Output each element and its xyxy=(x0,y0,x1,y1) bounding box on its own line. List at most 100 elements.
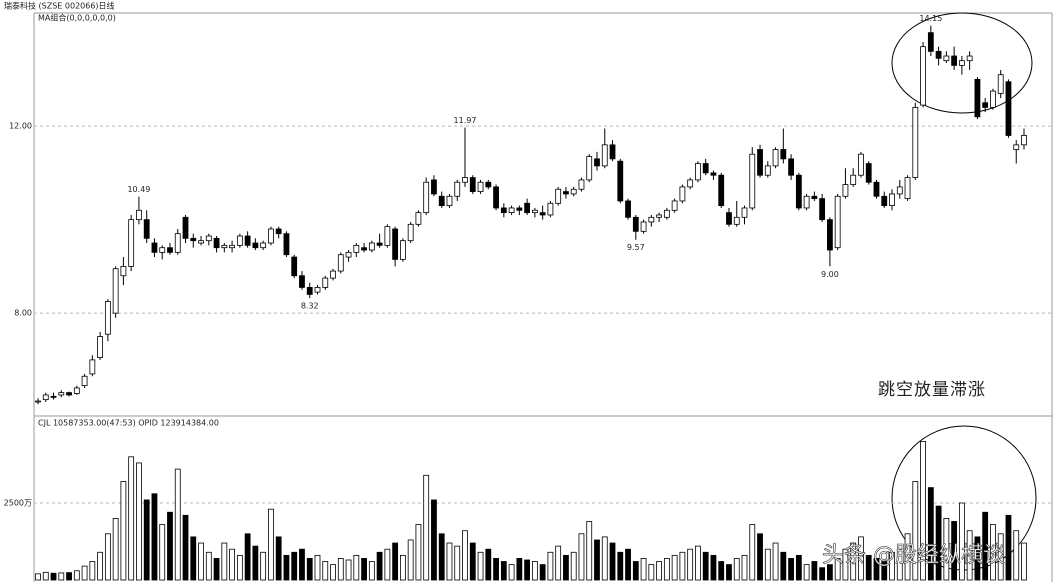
volume-bar xyxy=(73,570,80,581)
volume-bar xyxy=(167,511,173,581)
y-tick-label: 2500万 xyxy=(4,499,32,508)
volume-bar xyxy=(974,536,981,581)
candle-body xyxy=(81,375,88,387)
volume-bar xyxy=(850,542,857,581)
y-tick-label: 8.00 xyxy=(14,309,32,318)
volume-bar xyxy=(780,551,787,581)
candle-body xyxy=(438,195,445,207)
volume-bar xyxy=(617,551,624,581)
volume-bar xyxy=(733,558,740,581)
candle-body xyxy=(1013,144,1020,150)
volume-bar xyxy=(462,530,468,581)
volume-bar xyxy=(229,548,235,581)
candle-body xyxy=(151,242,158,253)
volume-bar xyxy=(648,564,655,581)
candle-body xyxy=(935,50,942,59)
candle-body xyxy=(493,186,499,209)
low-label: 8.32 xyxy=(301,302,319,311)
volume-bar xyxy=(283,554,290,581)
volume-bar xyxy=(935,505,942,581)
candle-body xyxy=(951,55,958,66)
candle-body xyxy=(811,195,818,200)
volume-bar xyxy=(842,548,849,581)
volume-bar xyxy=(493,558,499,581)
volume-bar xyxy=(943,518,950,581)
volume-bar xyxy=(361,558,367,581)
candle-body xyxy=(198,240,204,244)
volume-info: CJL 10587353.00(47:53) OPID 123914384.00 xyxy=(38,419,219,428)
candle-body xyxy=(966,55,973,62)
candle-body xyxy=(392,228,399,260)
volume-bar xyxy=(718,561,725,581)
candle-body xyxy=(912,107,919,178)
candle-body xyxy=(469,177,476,192)
volume-bar xyxy=(423,474,430,581)
volume-bar xyxy=(376,551,383,581)
candle-body xyxy=(547,202,554,216)
candle-body xyxy=(695,163,701,181)
candle-body xyxy=(190,237,197,242)
candle-body xyxy=(570,188,577,195)
candle-body xyxy=(539,212,546,216)
volume-bar xyxy=(927,487,934,581)
candle-body xyxy=(702,163,709,174)
volume-bar xyxy=(205,551,212,581)
volume-bar xyxy=(896,548,903,581)
candle-body xyxy=(617,160,624,202)
candle-body xyxy=(120,265,127,277)
candle-body xyxy=(431,179,437,195)
volume-bar xyxy=(275,536,282,581)
candle-body xyxy=(718,174,725,207)
candle-body xyxy=(291,256,298,277)
candle-body xyxy=(904,177,911,200)
candle-body xyxy=(462,177,468,183)
volume-bar xyxy=(834,558,841,581)
candle-body xyxy=(578,179,585,190)
volume-bar xyxy=(679,551,686,581)
candle-body xyxy=(687,179,694,188)
volume-bar xyxy=(120,481,127,581)
candle-body xyxy=(361,247,367,251)
volume-bar xyxy=(353,554,360,581)
volume-bar xyxy=(415,524,422,581)
candle-body xyxy=(446,195,453,207)
volume-bar xyxy=(625,548,631,581)
candle-body xyxy=(640,221,647,232)
candle-body xyxy=(221,244,228,249)
candle-body xyxy=(275,228,282,235)
candle-body xyxy=(112,268,119,314)
candle-body xyxy=(337,254,344,272)
volume-bar xyxy=(97,551,104,581)
volume-bar xyxy=(889,551,895,581)
candle-body xyxy=(858,153,864,176)
candle-body xyxy=(1021,135,1027,146)
candle-body xyxy=(174,233,181,253)
volume-bar xyxy=(958,502,965,581)
candle-body xyxy=(136,209,142,221)
volume-bar xyxy=(221,542,228,581)
volume-bar xyxy=(81,565,88,581)
volume-bar xyxy=(788,558,794,581)
candle-body xyxy=(376,242,383,246)
volume-bar xyxy=(159,524,166,581)
volume-bar xyxy=(695,545,701,581)
volume-bar xyxy=(726,564,732,581)
volume-bar xyxy=(811,561,818,581)
volume-bar xyxy=(213,558,220,581)
candle-body xyxy=(803,195,810,209)
candle-body xyxy=(1005,81,1012,136)
candle-body xyxy=(827,219,833,251)
candle-body xyxy=(306,287,313,295)
volume-bar xyxy=(42,571,49,581)
candle-body xyxy=(89,359,96,375)
volume-bar xyxy=(757,533,763,581)
volume-bar xyxy=(702,551,709,581)
volume-bar xyxy=(819,567,826,581)
highlight-circle xyxy=(891,12,1033,114)
volume-bar xyxy=(920,440,926,581)
candle-body xyxy=(229,244,235,249)
candle-body xyxy=(128,219,135,267)
volume-bar xyxy=(827,564,833,581)
candle-body xyxy=(236,235,243,246)
volume-bar xyxy=(795,554,802,581)
